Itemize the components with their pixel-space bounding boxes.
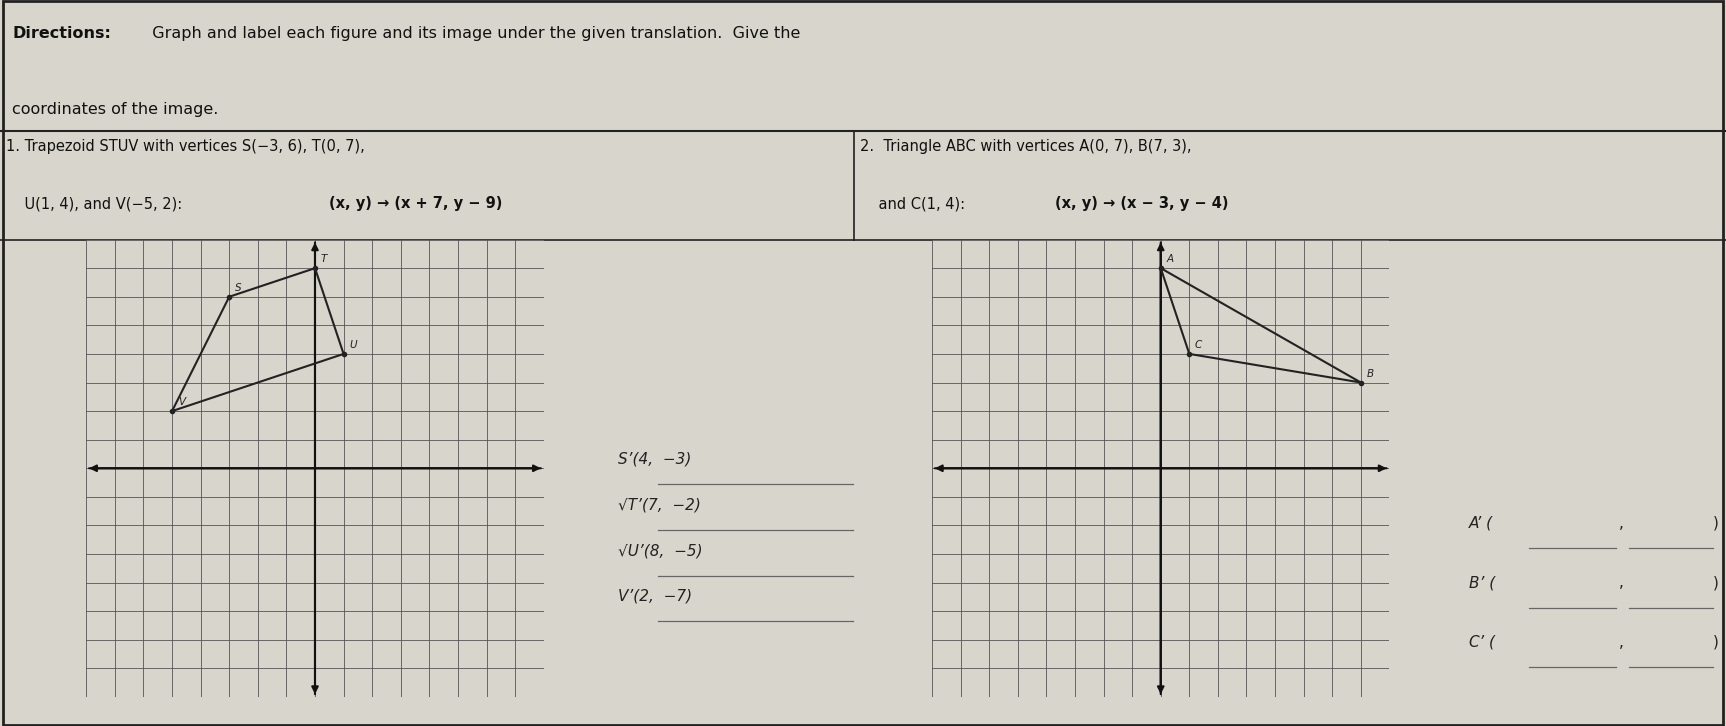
Text: T: T <box>321 254 328 264</box>
Text: C: C <box>1194 340 1203 350</box>
Text: √U’(8,  −5): √U’(8, −5) <box>618 543 702 558</box>
Text: coordinates of the image.: coordinates of the image. <box>12 102 219 117</box>
Text: √T’(7,  −2): √T’(7, −2) <box>618 497 701 513</box>
Text: ): ) <box>1712 515 1719 531</box>
Text: B’ (: B’ ( <box>1469 575 1495 590</box>
Text: U: U <box>349 340 357 350</box>
Text: ): ) <box>1712 575 1719 590</box>
Text: V’(2,  −7): V’(2, −7) <box>618 589 692 604</box>
Text: Directions:: Directions: <box>12 26 110 41</box>
Text: 2.  Triangle ABC with vertices A(0, 7), B(7, 3),: 2. Triangle ABC with vertices A(0, 7), B… <box>861 139 1193 155</box>
Text: Graph and label each figure and its image under the given translation.  Give the: Graph and label each figure and its imag… <box>142 26 799 41</box>
Text: ,: , <box>1619 575 1624 590</box>
Text: ): ) <box>1712 635 1719 650</box>
Text: (x, y) → (x − 3, y − 4): (x, y) → (x − 3, y − 4) <box>1055 196 1229 211</box>
Text: U(1, 4), and V(−5, 2):: U(1, 4), and V(−5, 2): <box>5 196 192 211</box>
Text: C’ (: C’ ( <box>1469 635 1495 650</box>
Text: S’(4,  −3): S’(4, −3) <box>618 452 690 467</box>
Text: A’ (: A’ ( <box>1469 515 1493 531</box>
Text: S: S <box>235 283 242 293</box>
Text: (x, y) → (x + 7, y − 9): (x, y) → (x + 7, y − 9) <box>330 196 502 211</box>
Text: ,: , <box>1619 635 1624 650</box>
Text: ,: , <box>1619 515 1624 531</box>
Text: and C(1, 4):: and C(1, 4): <box>861 196 975 211</box>
Text: 1. Trapezoid STUV with vertices S(−3, 6), T(0, 7),: 1. Trapezoid STUV with vertices S(−3, 6)… <box>5 139 364 155</box>
Text: V: V <box>178 397 185 407</box>
Text: B: B <box>1367 369 1374 379</box>
Text: A: A <box>1167 254 1174 264</box>
